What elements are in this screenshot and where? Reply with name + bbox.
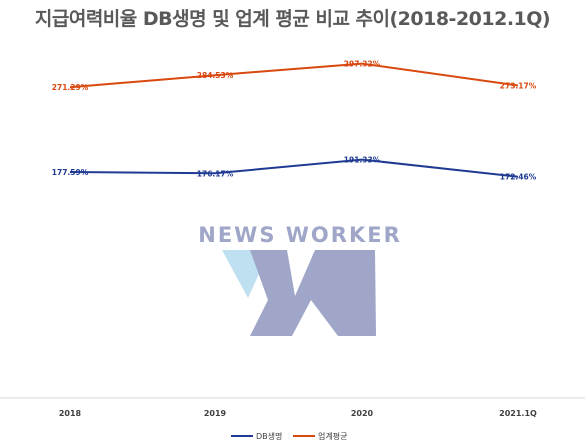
- watermark-logo-w: [250, 250, 376, 336]
- legend-label: 업계평균: [318, 431, 347, 441]
- x-tick-label: 2018: [59, 409, 82, 418]
- data-label: 172.46%: [500, 173, 537, 182]
- data-label: 271.29%: [52, 83, 89, 92]
- legend: DB생명 업계평균: [231, 431, 347, 441]
- data-label: 177.59%: [52, 168, 89, 177]
- x-tick-label: 2021.1Q: [499, 409, 537, 418]
- news-worker-watermark: NEWS WORKER: [198, 223, 402, 336]
- x-tick-label: 2019: [204, 409, 227, 418]
- data-label: 273.17%: [500, 82, 537, 91]
- series-layer: 177.59% 176.17% 191.33% 172.46% 271.29% 284.5…: [52, 60, 537, 182]
- x-tick-label: 2020: [351, 409, 374, 418]
- watermark-text: NEWS WORKER: [198, 223, 402, 247]
- data-label: 176.17%: [197, 169, 234, 178]
- data-label: 284.53%: [197, 71, 234, 80]
- x-axis-ticks: 2018 2019 2020 2021.1Q: [59, 409, 537, 418]
- chart-title: 지급여력비율 DB생명 및 업계 평균 비교 추이(2018-2012.1Q): [34, 8, 551, 30]
- legend-label: DB생명: [256, 431, 282, 441]
- series-line-2: [69, 62, 519, 89]
- series-line-1: [69, 158, 519, 178]
- data-label: 297.32%: [344, 60, 381, 69]
- data-label: 191.33%: [344, 156, 381, 165]
